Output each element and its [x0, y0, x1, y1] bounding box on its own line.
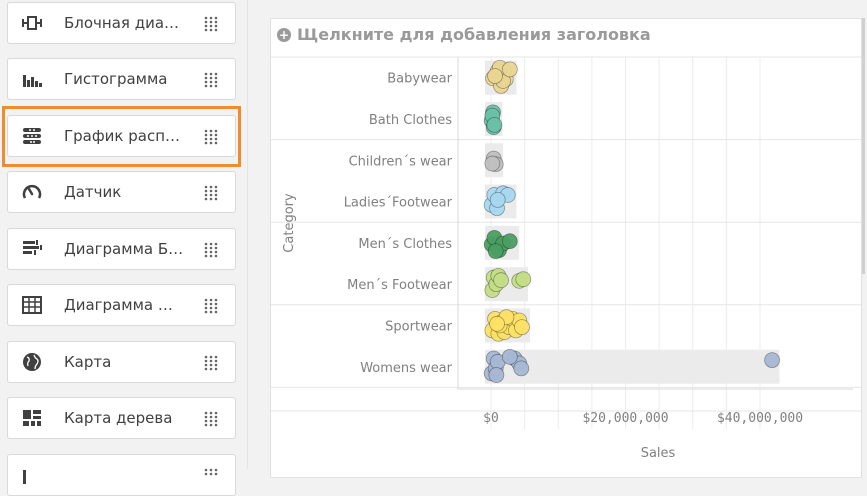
chart-item-label: Диаграмма …: [64, 296, 173, 314]
drag-handle-icon[interactable]: [204, 355, 218, 371]
drag-handle-icon[interactable]: [204, 411, 218, 427]
data-point[interactable]: [514, 319, 530, 336]
data-point[interactable]: [487, 68, 503, 84]
add-title-label: Щелкните для добавления заголовка: [297, 25, 651, 44]
drag-handle-icon[interactable]: [204, 129, 218, 145]
data-point[interactable]: [489, 191, 506, 208]
category-label: Men´s Clothes: [358, 237, 452, 252]
chart-item-block-diagram[interactable]: Блочная диа…: [7, 2, 236, 44]
data-point[interactable]: [501, 233, 518, 250]
chart-item-label: Гистограмма: [64, 70, 168, 88]
data-point[interactable]: [513, 360, 530, 377]
x-tick-label: $40,000,000: [717, 411, 803, 426]
partial-chart-icon: [21, 464, 43, 486]
treemap-icon: [21, 407, 43, 429]
chart-item-treemap[interactable]: Карта дерева: [7, 397, 236, 439]
category-label: Ladies´Footwear: [344, 196, 453, 211]
drag-handle-icon[interactable]: [204, 468, 218, 484]
bullet-chart-icon: [21, 238, 43, 260]
x-tick-label: $20,000,000: [582, 411, 668, 426]
category-label: Men´s Footwear: [347, 278, 452, 293]
chart-item-label: Диаграмма Б…: [64, 240, 184, 258]
drag-handle-icon[interactable]: [204, 298, 218, 314]
block-diagram-icon: [21, 12, 43, 34]
drag-handle-icon[interactable]: [204, 72, 218, 88]
chart-item-gauge[interactable]: Датчик: [7, 171, 236, 213]
chart-item-label: Карта дерева: [64, 409, 173, 427]
drag-handle-icon[interactable]: [204, 16, 218, 32]
data-point[interactable]: [493, 272, 509, 289]
data-point[interactable]: [486, 116, 503, 133]
y-axis-label: Category: [282, 193, 297, 253]
plot-area[interactable]: Babywear Bath Clothes Children´s wear Ladie…: [271, 19, 861, 477]
sheet-canvas: + Щелкните для добавления заголовка Baby…: [258, 0, 867, 478]
category-label: Sportwear: [385, 319, 452, 334]
category-label: Bath Clothes: [369, 113, 452, 128]
chart-item-bullet-chart[interactable]: Диаграмма Б…: [7, 228, 236, 270]
globe-icon: [21, 351, 43, 373]
chart-item-partial[interactable]: [7, 454, 236, 496]
histogram-icon: [21, 68, 43, 90]
data-point[interactable]: [489, 315, 505, 332]
chart-item-distribution-plot[interactable]: График расп…: [7, 115, 236, 157]
distribution-plot-icon: [21, 125, 43, 147]
gauge-icon: [21, 181, 43, 203]
chart-item-label: График расп…: [64, 127, 181, 145]
chart-item-label: Датчик: [64, 183, 122, 201]
chart-item-grid-chart[interactable]: Диаграмма …: [7, 284, 236, 326]
grid-chart-icon: [21, 294, 43, 316]
data-point[interactable]: [488, 367, 505, 383]
data-point[interactable]: [764, 352, 781, 369]
drag-handle-icon[interactable]: [204, 242, 218, 258]
category-label: Womens wear: [360, 361, 452, 376]
x-tick-label: $0: [483, 411, 499, 426]
drag-handle-icon[interactable]: [204, 185, 218, 201]
chart-list-panel: Блочная диа… Гистограмма График расп… Да…: [0, 0, 248, 496]
data-point[interactable]: [501, 61, 518, 78]
data-point[interactable]: [501, 348, 518, 365]
data-point[interactable]: [487, 243, 504, 260]
category-label: Children´s wear: [349, 154, 453, 169]
chart-item-histogram[interactable]: Гистограмма: [7, 58, 236, 100]
plus-icon: +: [277, 27, 291, 42]
chart-item-label: Карта: [64, 353, 112, 371]
x-axis-label: Sales: [641, 446, 676, 461]
distribution-plot-object[interactable]: + Щелкните для добавления заголовка Baby…: [270, 18, 862, 478]
scrollbar[interactable]: [862, 18, 865, 274]
data-point[interactable]: [515, 271, 532, 288]
add-title-button[interactable]: + Щелкните для добавления заголовка: [277, 25, 651, 44]
range-bar: [485, 349, 780, 384]
chart-item-label: Блочная диа…: [64, 14, 180, 32]
chart-item-map[interactable]: Карта: [7, 341, 236, 383]
category-label: Babywear: [387, 72, 452, 87]
data-point[interactable]: [484, 155, 501, 172]
